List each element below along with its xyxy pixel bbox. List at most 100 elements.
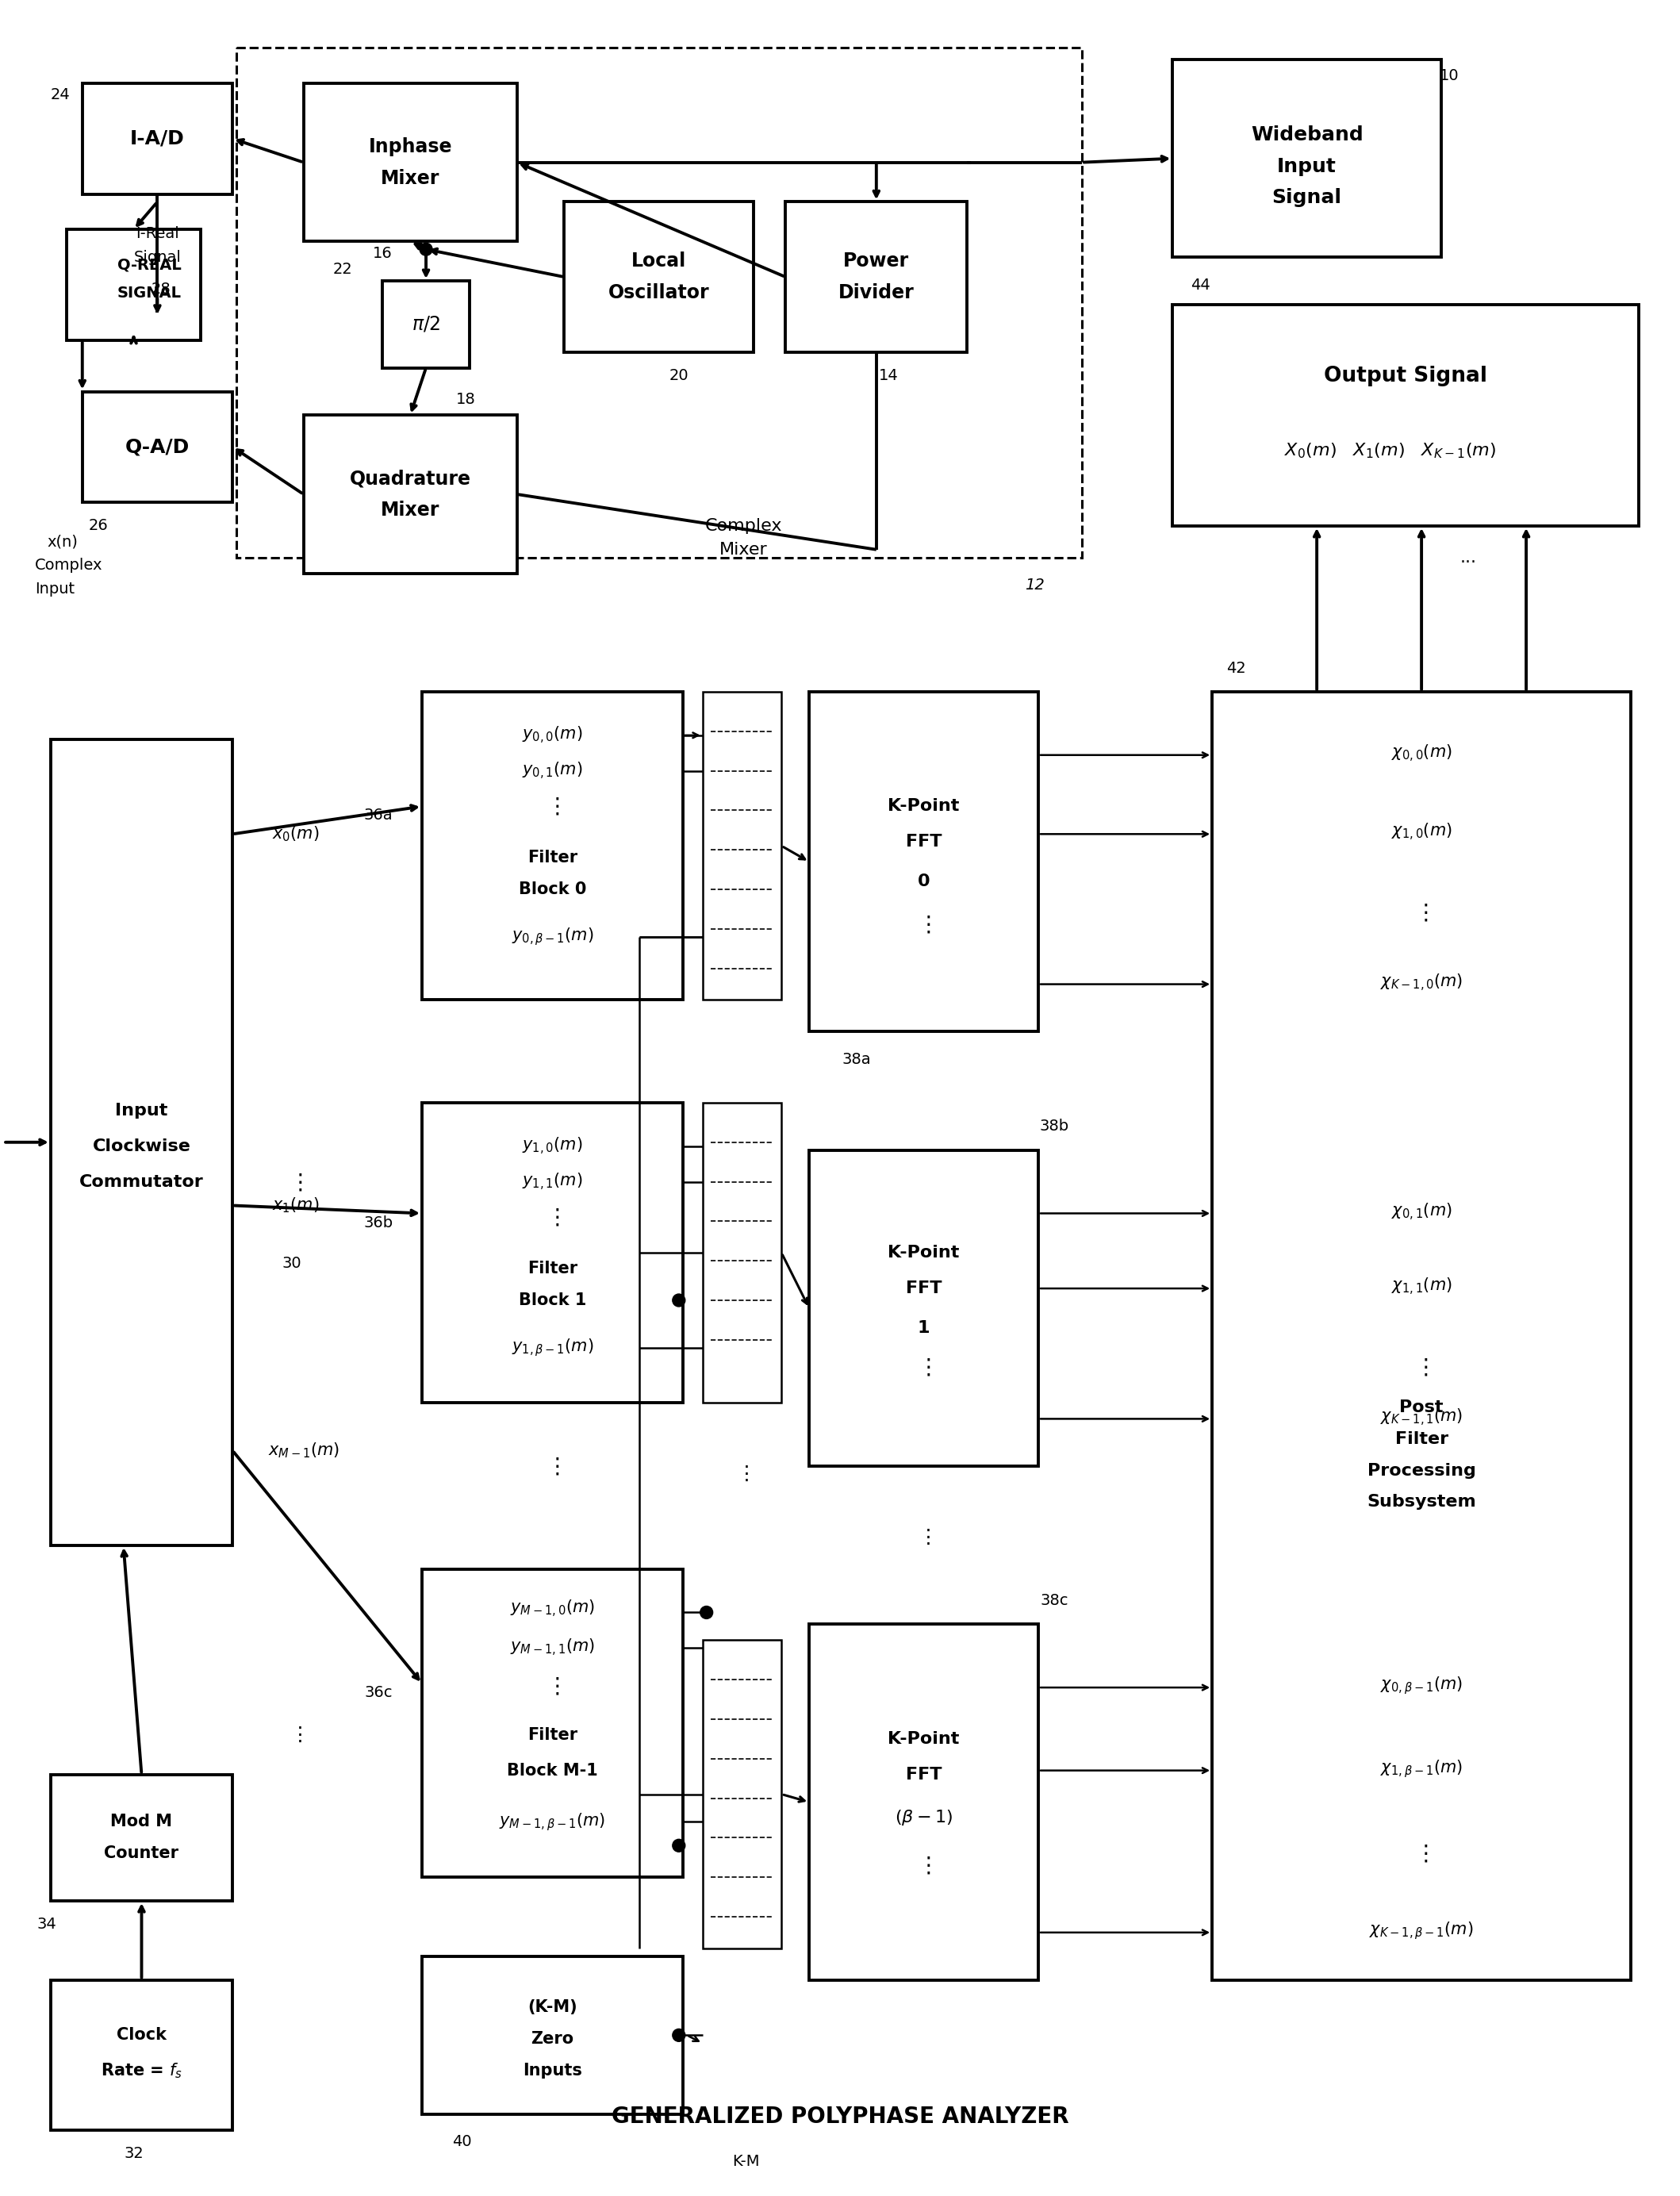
- Text: Q-REAL: Q-REAL: [118, 257, 181, 272]
- Text: $\vdots$: $\vdots$: [1415, 903, 1428, 925]
- Bar: [383, 281, 469, 367]
- Bar: [810, 1151, 1038, 1467]
- Text: $\pi$/2: $\pi$/2: [412, 314, 440, 334]
- Text: Oscillator: Oscillator: [608, 283, 709, 303]
- Bar: [702, 692, 781, 999]
- Text: I-Real: I-Real: [136, 226, 180, 242]
- Text: Complex: Complex: [706, 518, 783, 534]
- Text: Processing: Processing: [1368, 1463, 1475, 1478]
- Text: $x_1(m)$: $x_1(m)$: [272, 1197, 319, 1214]
- Text: Signal: Signal: [1272, 189, 1342, 206]
- Text: $\chi_{0,\beta-1}(m)$: $\chi_{0,\beta-1}(m)$: [1381, 1676, 1463, 1698]
- Text: $\vdots$: $\vdots$: [289, 1170, 302, 1195]
- Bar: [1173, 305, 1638, 525]
- Bar: [1173, 59, 1441, 257]
- Bar: [810, 692, 1038, 1032]
- Text: $y_{0,0}(m)$: $y_{0,0}(m)$: [522, 725, 583, 747]
- Text: Filter: Filter: [528, 850, 578, 865]
- Text: Inphase: Inphase: [368, 136, 452, 156]
- Text: Mixer: Mixer: [381, 169, 440, 187]
- Bar: [50, 740, 232, 1546]
- Text: $\vdots$: $\vdots$: [546, 1456, 559, 1478]
- Text: 28: 28: [151, 281, 171, 296]
- Text: $\chi_{K-1,1}(m)$: $\chi_{K-1,1}(m)$: [1381, 1408, 1463, 1427]
- Text: 10: 10: [1440, 68, 1458, 83]
- Text: $\chi_{1,1}(m)$: $\chi_{1,1}(m)$: [1391, 1276, 1452, 1298]
- Text: Block M-1: Block M-1: [507, 1763, 598, 1779]
- Text: 36a: 36a: [365, 808, 393, 824]
- Text: 16: 16: [373, 246, 393, 261]
- Text: $\chi_{1,0}(m)$: $\chi_{1,0}(m)$: [1391, 821, 1452, 843]
- Text: Complex: Complex: [35, 558, 102, 573]
- Text: 14: 14: [879, 369, 899, 384]
- Text: K-Point: K-Point: [889, 1245, 959, 1261]
- Text: Filter: Filter: [528, 1261, 578, 1276]
- Text: $\chi_{K-1,\beta-1}(m)$: $\chi_{K-1,\beta-1}(m)$: [1369, 1919, 1473, 1941]
- Text: GENERALIZED POLYPHASE ANALYZER: GENERALIZED POLYPHASE ANALYZER: [612, 2106, 1068, 2128]
- Text: $\chi_{0,0}(m)$: $\chi_{0,0}(m)$: [1391, 742, 1452, 764]
- Text: Clock: Clock: [116, 2027, 166, 2042]
- Bar: [422, 1568, 682, 1878]
- Bar: [237, 48, 1082, 558]
- Text: ...: ...: [1460, 549, 1477, 564]
- Text: Divider: Divider: [838, 283, 914, 303]
- Text: $X_0(m)$   $X_1(m)$   $X_{K-1}(m)$: $X_0(m)$ $X_1(m)$ $X_{K-1}(m)$: [1284, 441, 1495, 461]
- Circle shape: [701, 1605, 712, 1618]
- Bar: [702, 1640, 781, 1948]
- Text: $y_{0,1}(m)$: $y_{0,1}(m)$: [522, 760, 583, 782]
- Bar: [564, 202, 754, 351]
- Text: $y_{M-1,1}(m)$: $y_{M-1,1}(m)$: [511, 1638, 595, 1658]
- Text: $\vdots$: $\vdots$: [1415, 1357, 1428, 1379]
- Text: Clockwise: Clockwise: [92, 1138, 192, 1155]
- Text: 38b: 38b: [1040, 1120, 1068, 1133]
- Text: K-Point: K-Point: [889, 1730, 959, 1746]
- Text: $\chi_{K-1,0}(m)$: $\chi_{K-1,0}(m)$: [1381, 973, 1463, 993]
- Text: Rate = $f_s$: Rate = $f_s$: [101, 2062, 183, 2080]
- Text: Post: Post: [1399, 1399, 1443, 1414]
- Text: 22: 22: [333, 261, 353, 277]
- Bar: [422, 1102, 682, 1403]
- Text: Mixer: Mixer: [719, 542, 768, 558]
- Bar: [50, 1774, 232, 1902]
- Bar: [786, 202, 968, 351]
- Text: $y_{1,0}(m)$: $y_{1,0}(m)$: [522, 1135, 583, 1157]
- Text: 40: 40: [452, 2135, 472, 2150]
- Text: $\vdots$: $\vdots$: [917, 1853, 931, 1875]
- Circle shape: [672, 1293, 685, 1307]
- Text: 1: 1: [917, 1320, 931, 1335]
- Bar: [50, 1981, 232, 2130]
- Text: $\vdots$: $\vdots$: [546, 1676, 559, 1698]
- Circle shape: [420, 244, 432, 255]
- Text: I-A/D: I-A/D: [129, 130, 185, 147]
- Text: Block 1: Block 1: [519, 1293, 586, 1309]
- Text: Filter: Filter: [1394, 1432, 1448, 1447]
- Text: Mod M: Mod M: [111, 1814, 173, 1829]
- Text: Q-A/D: Q-A/D: [124, 437, 190, 457]
- Text: $(\beta-1)$: $(\beta-1)$: [895, 1807, 953, 1827]
- Text: 36c: 36c: [365, 1684, 393, 1700]
- Text: $\vdots$: $\vdots$: [917, 914, 931, 935]
- Text: $\vdots$: $\vdots$: [546, 795, 559, 817]
- Text: 42: 42: [1226, 661, 1245, 676]
- Text: $y_{M-1,0}(m)$: $y_{M-1,0}(m)$: [511, 1599, 595, 1618]
- Text: Input: Input: [35, 582, 74, 597]
- Text: Power: Power: [843, 253, 909, 270]
- Text: x(n): x(n): [47, 534, 77, 549]
- Text: $\vdots$: $\vdots$: [1415, 1842, 1428, 1864]
- Bar: [702, 1102, 781, 1403]
- Text: Zero: Zero: [531, 2031, 575, 2047]
- Text: Block 0: Block 0: [519, 881, 586, 898]
- Text: SIGNAL: SIGNAL: [118, 285, 181, 301]
- Text: $y_{1,1}(m)$: $y_{1,1}(m)$: [522, 1170, 583, 1192]
- Text: (K-M): (K-M): [528, 2001, 578, 2016]
- Circle shape: [672, 1840, 685, 1851]
- Text: 26: 26: [89, 518, 108, 534]
- Text: 38a: 38a: [842, 1052, 872, 1067]
- Text: 0: 0: [917, 874, 931, 889]
- Text: $\vdots$: $\vdots$: [289, 1726, 302, 1744]
- Bar: [82, 83, 232, 193]
- Text: FFT: FFT: [906, 1280, 942, 1296]
- Text: $\vdots$: $\vdots$: [917, 1357, 931, 1379]
- Text: Input: Input: [116, 1102, 168, 1118]
- Bar: [82, 391, 232, 503]
